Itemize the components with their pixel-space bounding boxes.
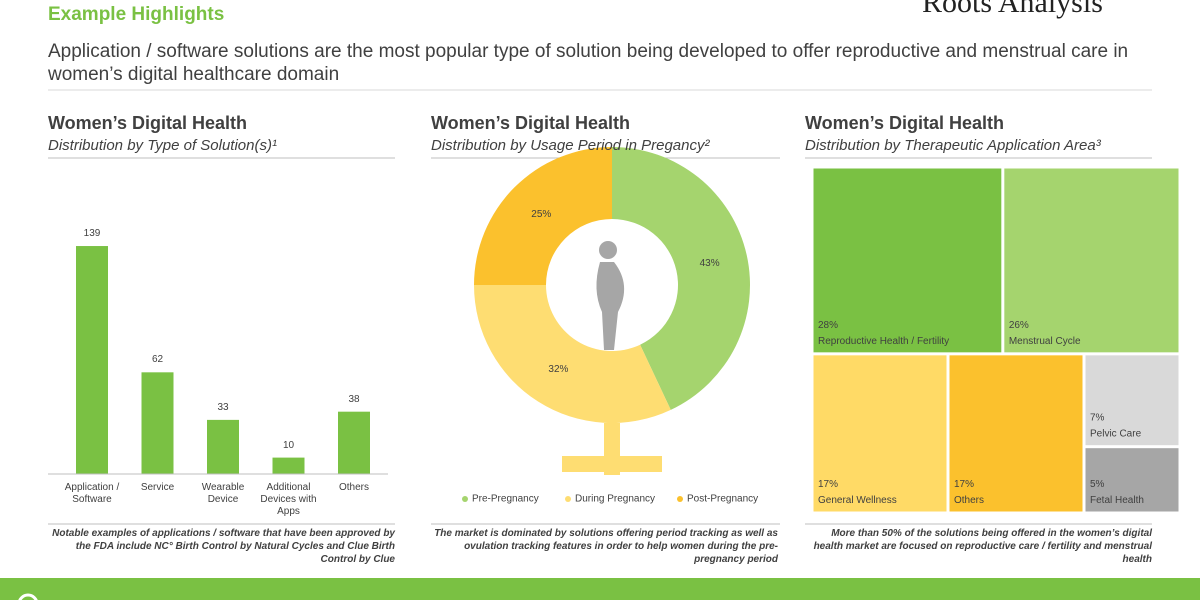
value-label: 62 [151,354,164,366]
x-tick-label: Service [140,482,175,493]
value-label: 5% [1090,479,1105,490]
bar [76,246,108,474]
treemap-cell [1085,355,1179,446]
bar [141,372,174,474]
legend-swatch [565,496,571,502]
chart-subtitle: Distribution by Therapeutic Application … [805,137,1101,154]
value-label: 10 [282,439,295,451]
chart-subtitle: Distribution by Usage Period in Pregancy… [431,137,710,154]
chart-note: Notable examples of applications / softw… [52,528,395,565]
donut-slice [474,285,671,423]
category-label: General Wellness [818,495,897,506]
category-label: Fetal Health [1090,495,1144,506]
x-tick-label: Others [338,482,369,493]
donut-slice [612,147,751,410]
chart-title: Women’s Digital Health [431,113,631,133]
treemap-cell [1004,168,1179,353]
value-label: 17% [954,479,974,490]
x-tick-label: Additional Devices with Apps [260,482,317,517]
legend-swatch [462,496,468,502]
footer-band [0,578,1200,600]
value-label: 26% [1009,320,1029,331]
value-label: 25% [531,209,551,220]
category-label: Reproductive Health / Fertility [818,336,949,347]
value-label: 17% [818,479,838,490]
footer-icon [18,593,38,600]
treemap-cell [813,168,1002,353]
bar [207,419,239,474]
value-label: 33 [217,401,229,413]
legend-label: During Pregnancy [575,494,655,505]
chart-subtitle: Distribution by Type of Solution(s)¹ [48,137,277,154]
bar [338,411,370,474]
symbol-bar [562,456,662,472]
value-label: 43% [700,258,720,269]
value-label: 32% [548,364,568,375]
value-label: 7% [1090,413,1105,424]
x-tick-label: Wearable Device [201,482,245,505]
chart-title: Women’s Digital Health [48,113,248,133]
category-label: Others [954,495,984,506]
donut-slice [474,147,612,285]
page-title: Example Highlights [48,4,225,25]
legend-swatch [677,496,683,502]
treemap-cell [949,355,1083,512]
value-label: 28% [818,320,838,331]
chart-note: The market is dominated by solutions off… [434,528,778,565]
page-subtitle: Application / software solutions are the… [48,41,1129,85]
legend-label: Post-Pregnancy [687,494,758,505]
treemap-cell [1085,448,1179,512]
chart-title: Women’s Digital Health [805,113,1005,133]
icon-head [599,241,617,259]
bar [272,457,305,474]
treemap-cell [813,355,947,512]
x-tick-label: Application / Software [64,482,120,505]
category-label: Menstrual Cycle [1009,336,1081,347]
category-label: Pelvic Care [1090,429,1142,440]
chart-note: More than 50% of the solutions being off… [813,528,1152,565]
icon-body [596,262,625,350]
value-label: 38 [348,393,360,405]
legend-label: Pre-Pregnancy [472,494,539,505]
value-label: 139 [83,228,101,240]
logo: Roots Analysis [922,0,1103,19]
